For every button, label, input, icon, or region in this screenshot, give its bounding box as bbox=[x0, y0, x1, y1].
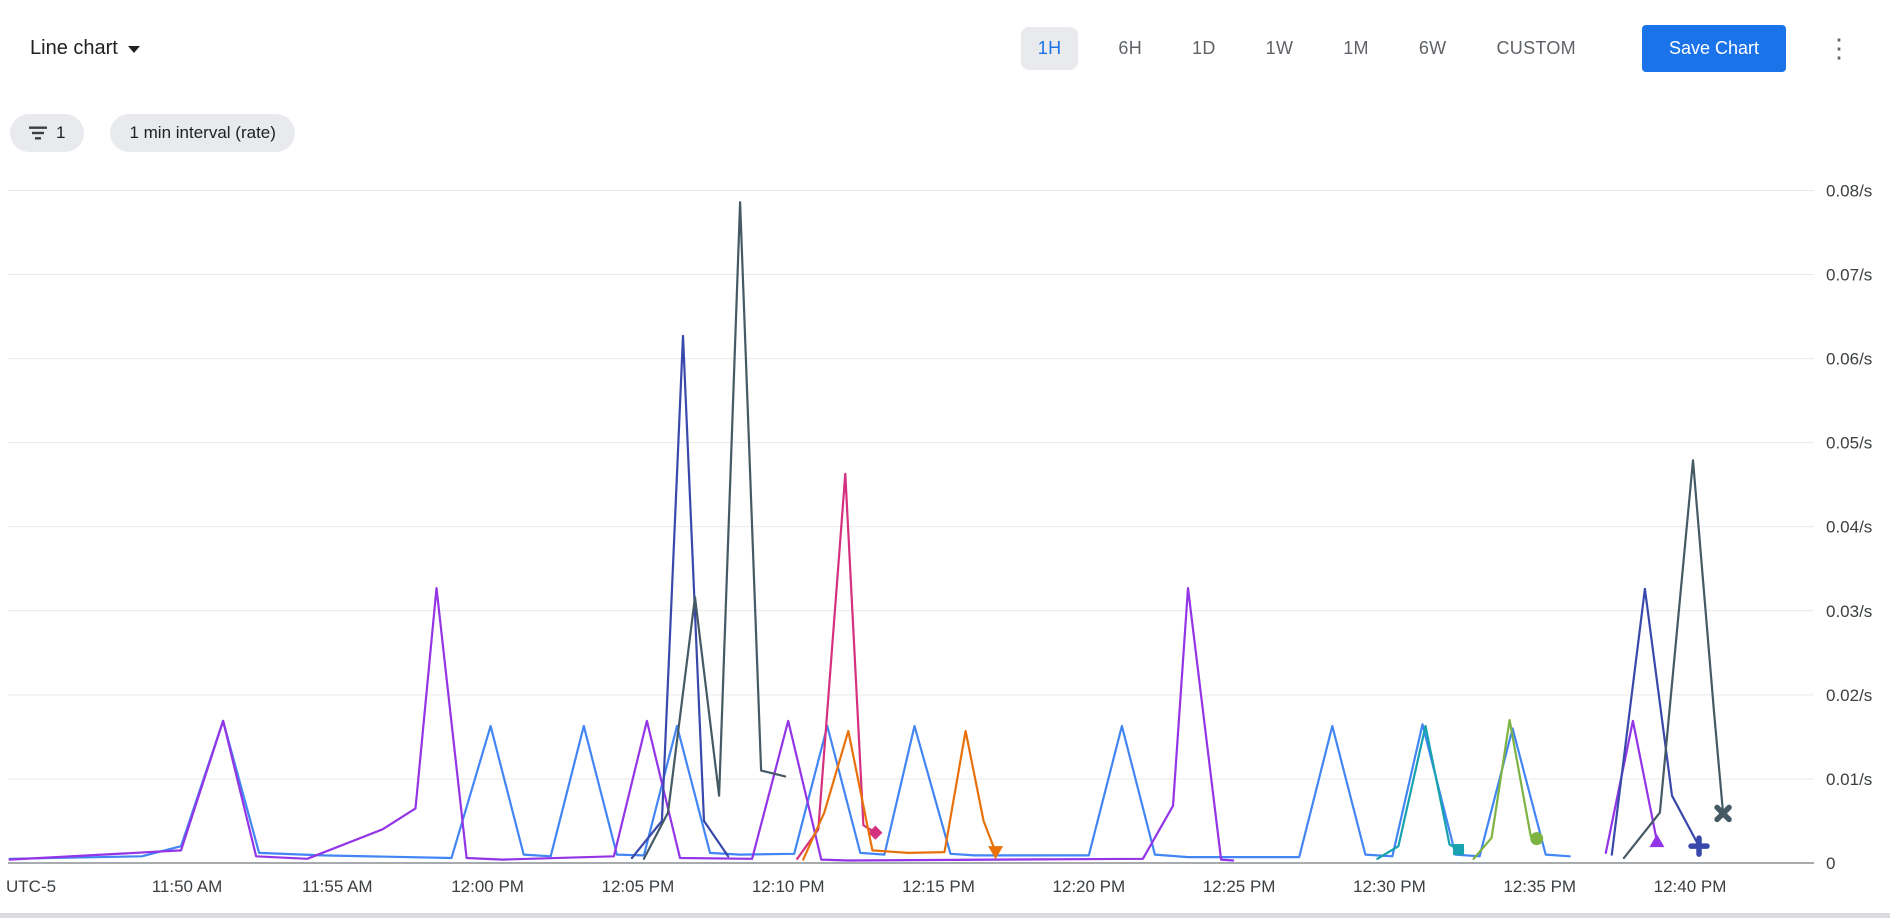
series-marker-teal bbox=[1453, 844, 1465, 856]
x-tick-label: 11:55 AM bbox=[302, 877, 373, 896]
kebab-menu-icon: ⋮ bbox=[1826, 33, 1852, 63]
y-tick-label: 0.04/s bbox=[1826, 518, 1872, 537]
x-tick-label: 12:10 PM bbox=[752, 877, 825, 896]
save-chart-button[interactable]: Save Chart bbox=[1641, 24, 1786, 72]
series-marker-orange bbox=[988, 846, 1004, 860]
time-range-6w[interactable]: 6W bbox=[1409, 27, 1457, 70]
y-tick-label: 0.05/s bbox=[1826, 434, 1872, 453]
filter-chip[interactable]: 1 bbox=[10, 114, 85, 152]
time-range-1d[interactable]: 1D bbox=[1182, 27, 1226, 70]
series-line-purple bbox=[1604, 719, 1659, 855]
series-marker-magenta bbox=[868, 825, 883, 840]
y-tick-label: 0.02/s bbox=[1826, 686, 1872, 705]
x-tick-label: 12:40 PM bbox=[1654, 877, 1727, 896]
y-tick-label: 0.08/s bbox=[1826, 181, 1872, 200]
interval-chip-label: 1 min interval (rate) bbox=[129, 123, 276, 142]
x-tick-label: 12:30 PM bbox=[1353, 877, 1426, 896]
series-line-purple bbox=[8, 586, 1235, 862]
y-tick-label: 0.07/s bbox=[1826, 266, 1872, 285]
series-marker-slate bbox=[1714, 804, 1732, 823]
series-line-blue bbox=[8, 719, 1571, 860]
series-marker-purple bbox=[1649, 834, 1665, 848]
x-tick-label: 11:50 AM bbox=[152, 877, 223, 896]
y-tick-label: 0.03/s bbox=[1826, 602, 1872, 621]
time-range-1w[interactable]: 1W bbox=[1256, 27, 1304, 70]
toolbar: Line chart 1H 6H 1D 1W 1M 6W CUSTOM Save… bbox=[0, 0, 1890, 96]
interval-chip[interactable]: 1 min interval (rate) bbox=[110, 114, 295, 152]
time-range-custom[interactable]: CUSTOM bbox=[1486, 27, 1585, 70]
time-range-6h[interactable]: 6H bbox=[1108, 27, 1152, 70]
chart-type-label: Line chart bbox=[30, 36, 118, 59]
horizontal-scrollbar[interactable] bbox=[0, 913, 1890, 918]
x-tick-label: 12:00 PM bbox=[451, 877, 524, 896]
x-tick-label: 12:35 PM bbox=[1503, 877, 1576, 896]
time-range-1h[interactable]: 1H bbox=[1020, 26, 1079, 70]
more-options-button[interactable]: ⋮ bbox=[1816, 31, 1862, 65]
x-tick-label: 12:25 PM bbox=[1203, 877, 1276, 896]
series-line-green bbox=[1472, 718, 1538, 860]
x-tick-label: 12:20 PM bbox=[1052, 877, 1125, 896]
series-line-indigo bbox=[1610, 587, 1701, 856]
filter-count: 1 bbox=[56, 123, 66, 142]
series-line-teal bbox=[1376, 724, 1460, 860]
filter-list-icon bbox=[29, 126, 47, 140]
chart-type-dropdown[interactable]: Line chart bbox=[30, 37, 140, 60]
chart-plot-area[interactable]: 0.08/s 0.07/s 0.06/s 0.05/s 0.04/s 0.03/s 0.02… bbox=[0, 152, 1890, 918]
series-marker-green bbox=[1530, 832, 1544, 846]
timezone-label: UTC-5 bbox=[6, 877, 56, 896]
filter-chip-row: 1 1 min interval (rate) bbox=[0, 114, 1890, 152]
series-marker-indigo bbox=[1688, 835, 1710, 857]
x-tick-label: 12:15 PM bbox=[902, 877, 975, 896]
time-range-1m[interactable]: 1M bbox=[1333, 27, 1379, 70]
y-tick-label: 0.06/s bbox=[1826, 350, 1872, 369]
time-range-selector: 1H 6H 1D 1W 1M 6W CUSTOM bbox=[1020, 26, 1586, 70]
y-tick-label: 0.01/s bbox=[1826, 770, 1872, 789]
series-line-slate bbox=[1622, 459, 1725, 860]
x-tick-label: 12:05 PM bbox=[602, 877, 675, 896]
series-line-slate bbox=[642, 201, 787, 860]
series-line-indigo bbox=[630, 334, 730, 860]
chevron-down-icon bbox=[127, 46, 140, 53]
y-tick-label: 0 bbox=[1826, 854, 1835, 873]
series-line-orange bbox=[802, 729, 997, 861]
